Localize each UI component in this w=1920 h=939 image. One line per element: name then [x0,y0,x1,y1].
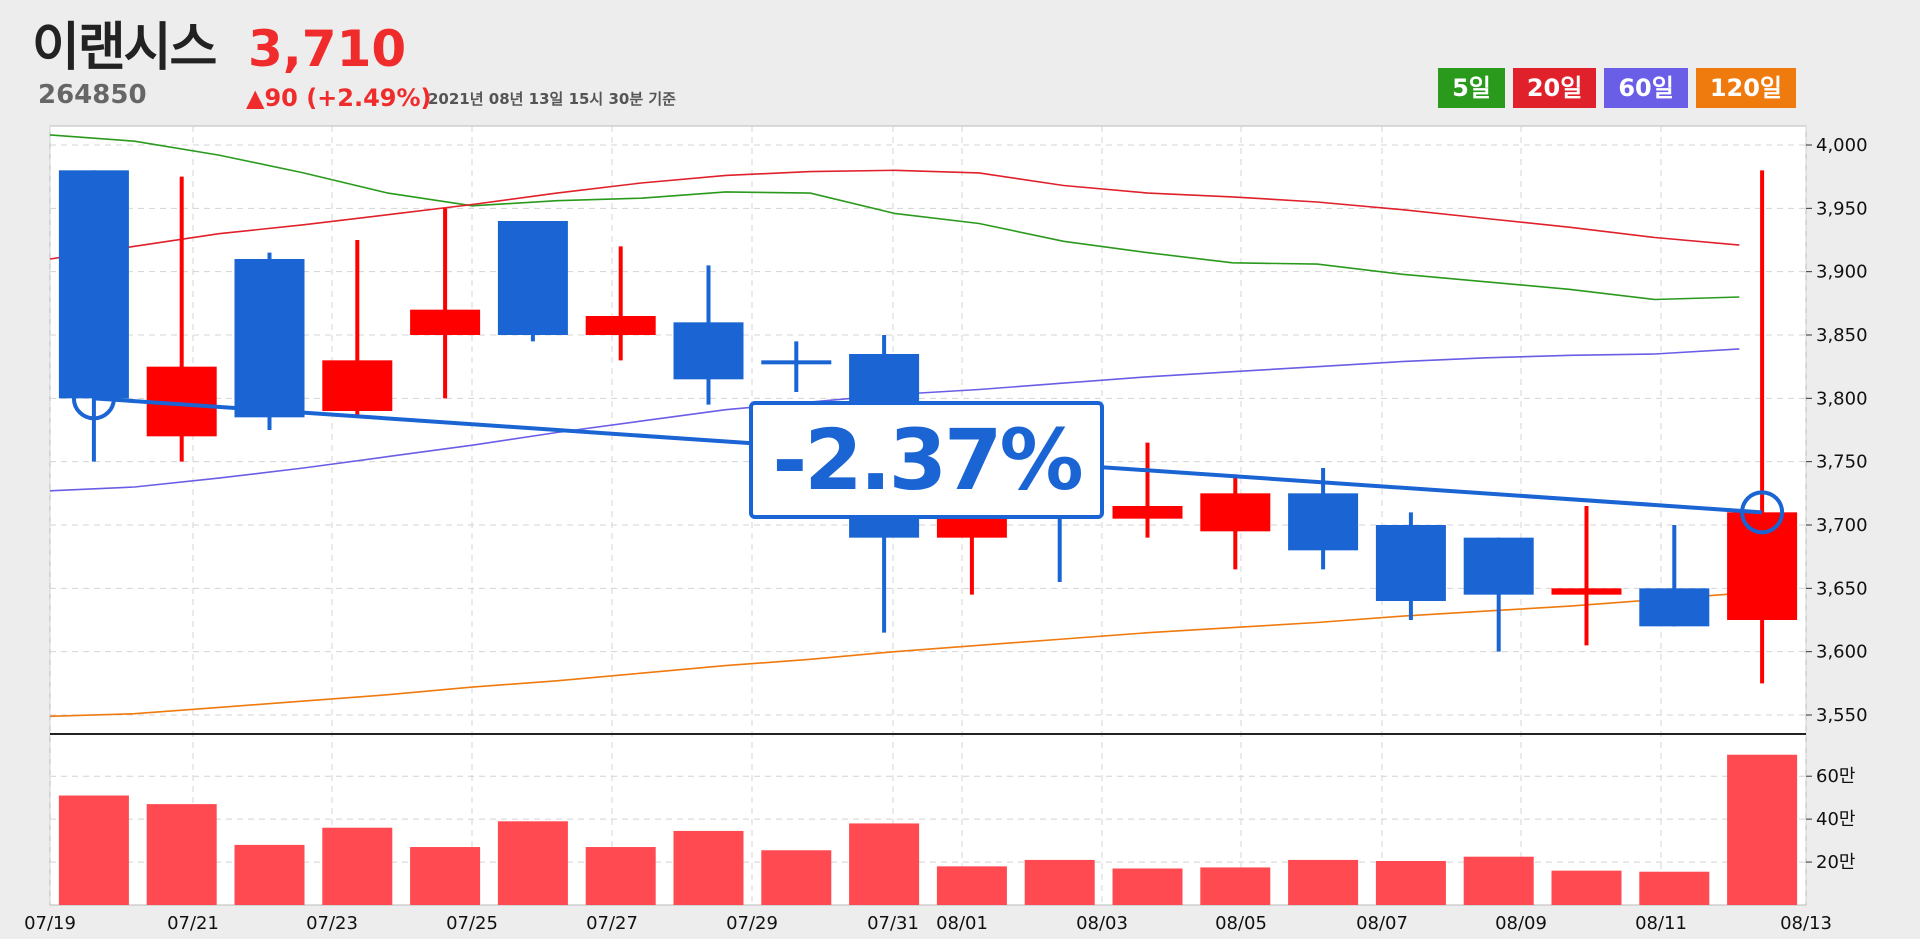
volume-bar [1639,871,1710,905]
stock-name: 이랜시스 [32,18,217,78]
volume-bar [1200,867,1271,905]
candle-body [1288,493,1359,551]
x-tick-label: 08/09 [1495,913,1547,934]
y-tick-label: 4,000 [1816,135,1868,156]
volume-bar [234,844,305,905]
moving-average-legend: 5일 20일 60일 120일 [1438,68,1796,108]
x-tick-label: 07/31 [867,913,919,934]
ma-line [49,134,1740,301]
volume-bar [849,823,920,905]
volume-bar [1375,860,1446,905]
candle-body [1112,506,1183,519]
legend-ma20[interactable]: 20일 [1512,68,1597,108]
y-tick-label: 3,600 [1816,642,1868,663]
x-tick-label: 08/13 [1780,913,1832,934]
x-tick-label: 08/01 [936,913,988,934]
y-tick-label: 3,800 [1816,388,1868,409]
volume-bars [58,754,1798,905]
trend-start-marker [71,376,116,421]
x-tick-label: 07/23 [306,913,358,934]
legend-ma5[interactable]: 5일 [1438,68,1505,108]
volume-bar [1112,868,1183,905]
ma-line [49,592,1740,718]
x-tick-label: 08/03 [1076,913,1128,934]
y-tick-label: 3,950 [1816,198,1868,219]
x-tick-label: 07/19 [24,913,76,934]
candle-body [58,170,129,399]
volume-tick-label: 20만 [1816,852,1855,873]
volume-bar [410,847,481,905]
candle-body [585,316,656,335]
moving-average-lines [49,134,1740,718]
volume-bar [673,830,744,905]
candle-body [1463,537,1534,595]
volume-bar [497,821,568,905]
volume-panel [49,733,1807,906]
volume-bar [1288,859,1359,905]
volume-bar [585,847,656,905]
current-price: 3,710 [248,20,407,78]
candle-body [1200,493,1271,532]
timestamp: 2021년 08년 13일 15시 30분 기준 [428,90,676,108]
y-tick-label: 3,650 [1816,578,1868,599]
candle-body [234,259,305,418]
x-tick-label: 07/29 [726,913,778,934]
x-tick-label: 08/11 [1635,913,1687,934]
candle-body [322,360,393,411]
y-tick-label: 3,850 [1816,325,1868,346]
candle-body [1551,588,1622,595]
candle-body [1727,512,1798,620]
y-tick-label: 3,750 [1816,452,1868,473]
candle-body [761,360,832,365]
candle-body [673,322,744,380]
candle-body [410,309,481,335]
x-tick-label: 07/25 [446,913,498,934]
stock-code: 264850 [38,80,147,110]
x-tick-label: 08/07 [1356,913,1408,934]
ma-line [49,169,1740,260]
x-tick-label: 07/27 [586,913,638,934]
candle-body [1375,525,1446,601]
volume-bar [1463,856,1534,905]
candle-body [497,221,568,335]
candle-body [1639,588,1710,627]
volume-bar [1727,754,1798,905]
price-change: ▲90 (+2.49%) [246,84,432,112]
volume-bar [322,827,393,905]
volume-bar [936,866,1007,905]
volume-bar [1024,859,1095,905]
volume-bar [761,850,832,905]
legend-ma120[interactable]: 120일 [1695,68,1796,108]
volume-tick-label: 60만 [1816,766,1855,787]
x-tick-label: 08/05 [1215,913,1267,934]
volume-bar [146,804,217,905]
trend-end-marker [1740,490,1785,535]
x-tick-label: 07/21 [167,913,219,934]
y-tick-label: 3,900 [1816,262,1868,283]
volume-bar [1551,870,1622,905]
y-tick-label: 3,550 [1816,705,1868,726]
legend-ma60[interactable]: 60일 [1604,68,1688,108]
change-percent-label: -2.37% [749,401,1104,519]
axes: 3,550 3,600 3,650 3,700 3,750 3,800 3,850 3,900… [24,135,1867,934]
y-tick-label: 3,700 [1816,515,1868,536]
volume-bar [58,795,129,905]
volume-tick-label: 40만 [1816,809,1855,830]
